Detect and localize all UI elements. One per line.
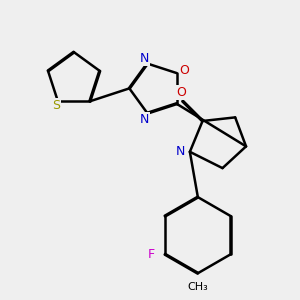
Text: F: F <box>148 248 155 261</box>
Text: S: S <box>52 99 60 112</box>
Text: O: O <box>176 85 186 98</box>
Text: N: N <box>140 52 149 64</box>
Text: O: O <box>180 64 190 76</box>
Text: N: N <box>140 113 149 126</box>
Text: N: N <box>176 145 185 158</box>
Text: CH₃: CH₃ <box>188 282 208 292</box>
